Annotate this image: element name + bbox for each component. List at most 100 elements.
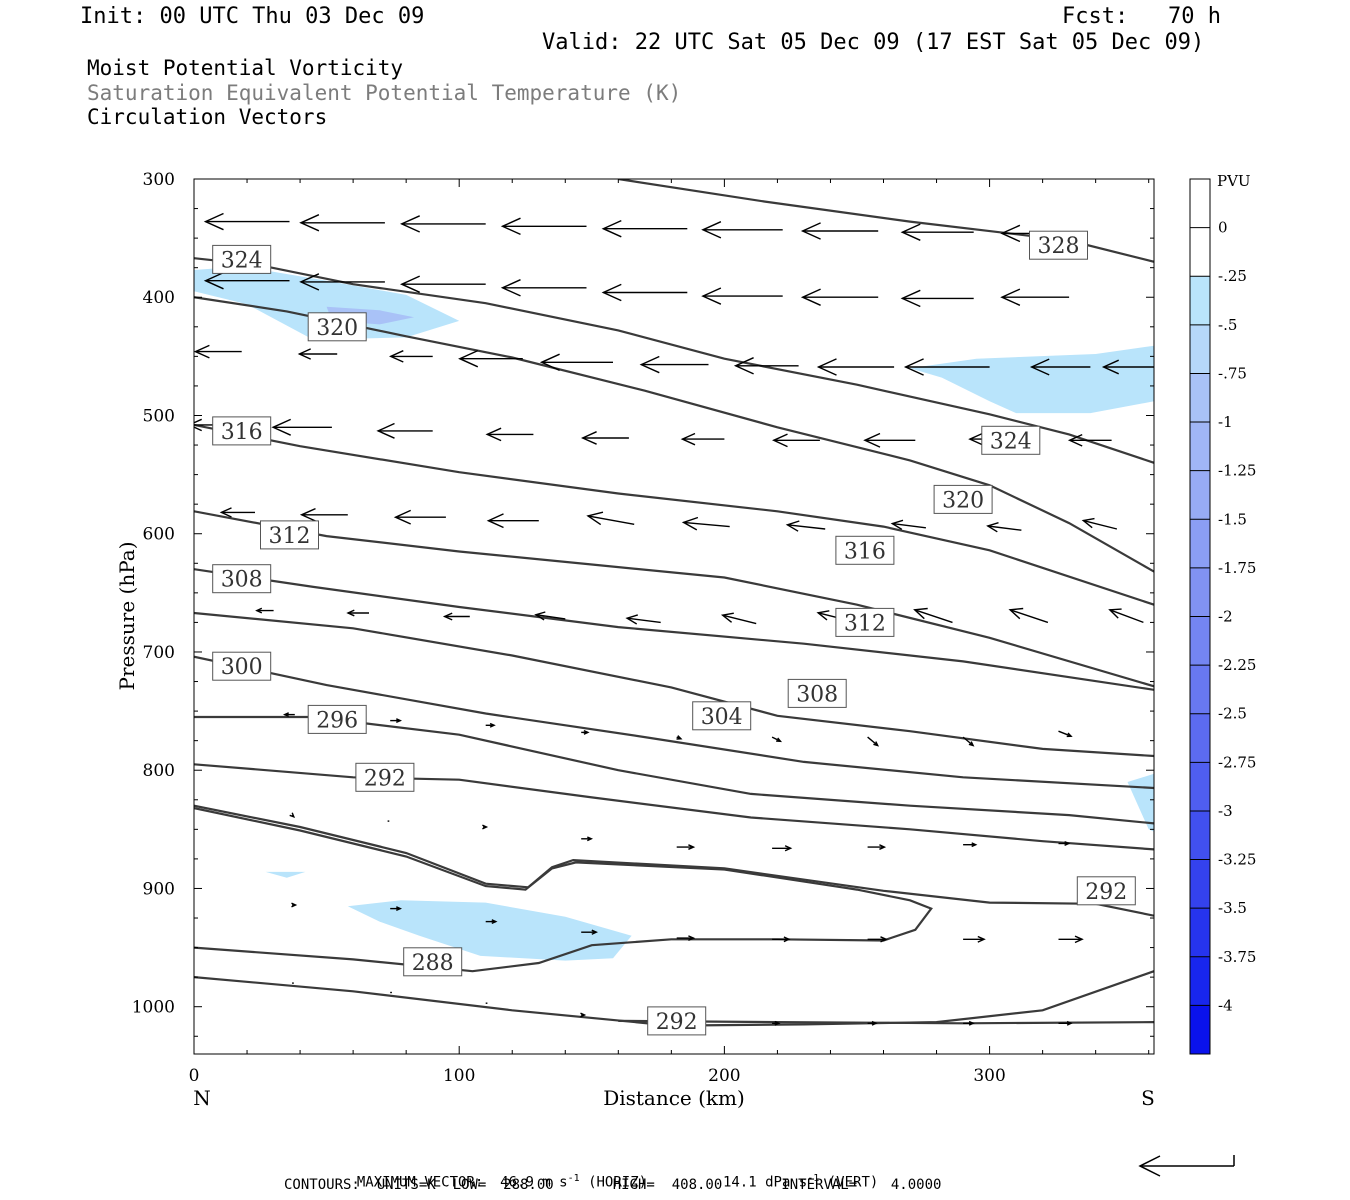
vector-12: [299, 273, 385, 291]
vector-53: [442, 612, 470, 621]
north-label: N: [193, 1086, 211, 1110]
vector-26: [733, 357, 799, 375]
contour-label-320: 320: [942, 488, 984, 513]
vector-20: [194, 344, 242, 359]
vector-head: [900, 289, 921, 308]
vector-43: [393, 509, 446, 525]
vector-head: [289, 812, 296, 818]
vector-27: [816, 358, 895, 376]
vector-head: [772, 433, 788, 448]
vector-head: [299, 507, 316, 522]
vector-head: [785, 520, 800, 532]
colorbar-segment: [1190, 859, 1210, 909]
vector-head: [486, 513, 504, 529]
vector-97: [963, 1020, 975, 1026]
pv-region-4: [265, 871, 306, 878]
vector-head: [393, 509, 411, 525]
contour-label-box: [981, 425, 1041, 455]
vector-63: [485, 722, 496, 728]
vector-head: [194, 344, 210, 359]
vector-28: [903, 358, 990, 376]
contour-292-10: [194, 804, 1154, 917]
vector-22: [388, 350, 433, 363]
vector-head: [299, 214, 320, 232]
south-label: S: [1141, 1086, 1155, 1110]
vector-shaft: [535, 614, 566, 620]
colorbar-segment: [1190, 422, 1210, 472]
vector-76: [772, 845, 793, 852]
vector-2: [299, 214, 385, 232]
vector-head: [680, 432, 696, 446]
vector-52: [346, 609, 369, 617]
vector-32: [271, 418, 332, 436]
vector-33: [376, 422, 433, 439]
colorbar-label: -.25: [1218, 267, 1247, 285]
vector-3: [399, 215, 486, 233]
colorbar-segment: [1190, 956, 1210, 1006]
colorbar-segment: [1190, 908, 1210, 958]
contour-292-12: [194, 970, 1154, 1027]
vector-head: [733, 357, 754, 375]
contour-label-box: [355, 762, 415, 792]
contour-info-line: CONTOURS: UNITS=K LOW= 288.00 HIGH= 408.…: [284, 1177, 942, 1193]
vector-head: [110, 212, 128, 228]
vector-48: [890, 519, 926, 530]
vector-head: [255, 607, 263, 614]
vector-head: [900, 223, 921, 241]
colorbar-segment: [1190, 276, 1210, 326]
vector-93: [580, 1012, 587, 1018]
max-vert-tag: (VERT): [827, 1174, 879, 1191]
vector-71: [289, 812, 296, 818]
x-tick-label: 100: [443, 1066, 475, 1086]
contour-label-300: 300: [221, 655, 263, 680]
vector-head: [873, 741, 880, 747]
y-tick-label: 800: [143, 761, 175, 781]
vector-head: [500, 279, 521, 297]
vector-10: [110, 270, 194, 286]
max-horiz-value: 46.9 m s: [500, 1174, 568, 1191]
reference-vector: [1138, 1155, 1235, 1177]
vector-head: [1029, 358, 1050, 376]
contour-label-box: [692, 701, 752, 731]
contour-label-box: [212, 651, 272, 681]
vector-89: [1058, 935, 1084, 944]
vector-42: [299, 507, 348, 522]
y-tick-label: 400: [143, 288, 175, 308]
vector-19: [1000, 288, 1070, 306]
y-tick-label: 700: [143, 643, 175, 663]
contour-label-324: 324: [990, 429, 1032, 454]
contour-316-3: [194, 423, 1154, 606]
contour-label-box: [835, 535, 895, 565]
vector-shaft: [1083, 519, 1118, 530]
contour-label-308: 308: [221, 568, 263, 593]
vector-68: [962, 736, 975, 747]
max-horiz-tag: (HORIZ): [588, 1174, 648, 1191]
vector-head: [601, 219, 622, 238]
vector-44: [486, 513, 539, 529]
vector-8: [900, 223, 974, 241]
contour-label-box: [212, 244, 272, 274]
contour-label-box: [1029, 230, 1088, 260]
y-tick-label: 600: [143, 525, 175, 545]
vector-58: [913, 607, 953, 624]
vector-shaft: [787, 524, 826, 530]
vector-head: [776, 737, 783, 743]
max-vert-value: 14.1 dPa s: [722, 1174, 808, 1191]
vector-shaft: [962, 736, 974, 747]
vector-30: [1101, 359, 1154, 375]
contour-label-304: 304: [701, 705, 743, 730]
vector-56: [720, 612, 757, 625]
colorbar-segment: [1190, 713, 1210, 763]
vector-66: [771, 736, 783, 743]
vector-head: [442, 612, 453, 621]
x-tick-label: 0: [189, 1066, 200, 1086]
vector-40: [1067, 433, 1112, 447]
vector-82: [390, 906, 403, 912]
contour-label-box: [787, 678, 847, 708]
vector-head: [720, 612, 734, 623]
vector-head: [800, 222, 821, 240]
vector-62: [390, 718, 403, 724]
axes-layer: 0 100 200 300 300 400 500 600 700 800 900 1000: [132, 170, 1154, 1086]
vector-16: [701, 287, 783, 305]
